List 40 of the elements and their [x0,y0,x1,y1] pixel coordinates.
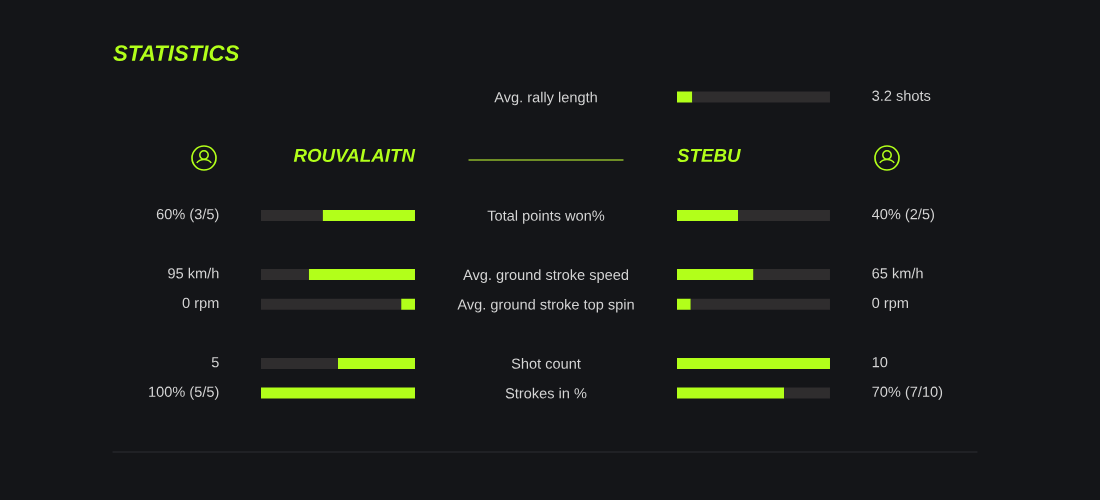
bar [261,387,415,399]
text: 95 km/h [168,267,219,279]
y-tick-label: Avg. ground stroke speed [463,269,629,283]
text: 0 rpm [182,297,219,311]
bar [677,209,739,221]
text: ROUVALAITN [293,148,416,163]
y-tick-label: Shot count [511,358,581,369]
y-tick-label: Avg. ground stroke top spin [457,298,634,313]
bar [677,269,754,281]
text: 5 [211,357,219,368]
bar [677,298,691,310]
text: 0 rpm [872,297,908,311]
bar [692,91,830,103]
text: 60% (3/5) [156,208,219,223]
bar [738,209,830,221]
bar [677,357,830,369]
text: 70% (7/10) [872,386,943,400]
bar [261,298,402,310]
bar [261,209,323,221]
bar [322,209,415,221]
y-tick-label: Avg. rally length [494,91,597,106]
bar [261,269,309,281]
text: STEBU [677,148,741,163]
bar [690,298,830,310]
y-tick-label: Strokes in % [505,387,587,399]
bar [784,387,830,399]
text: 40% (2/5) [872,208,934,223]
chart-title: STATISTICS [113,45,240,61]
bar [677,91,693,103]
bar [677,387,785,399]
bar [308,269,415,281]
bar [261,357,338,369]
text: 100% (5/5) [149,386,219,400]
bar [401,298,415,310]
bar [753,269,830,281]
text: 3.2 shots [872,90,931,101]
text: 65 km/h [872,267,923,279]
bar [338,357,415,369]
y-tick-label: Total points won% [487,210,605,224]
text: 10 [872,356,888,368]
